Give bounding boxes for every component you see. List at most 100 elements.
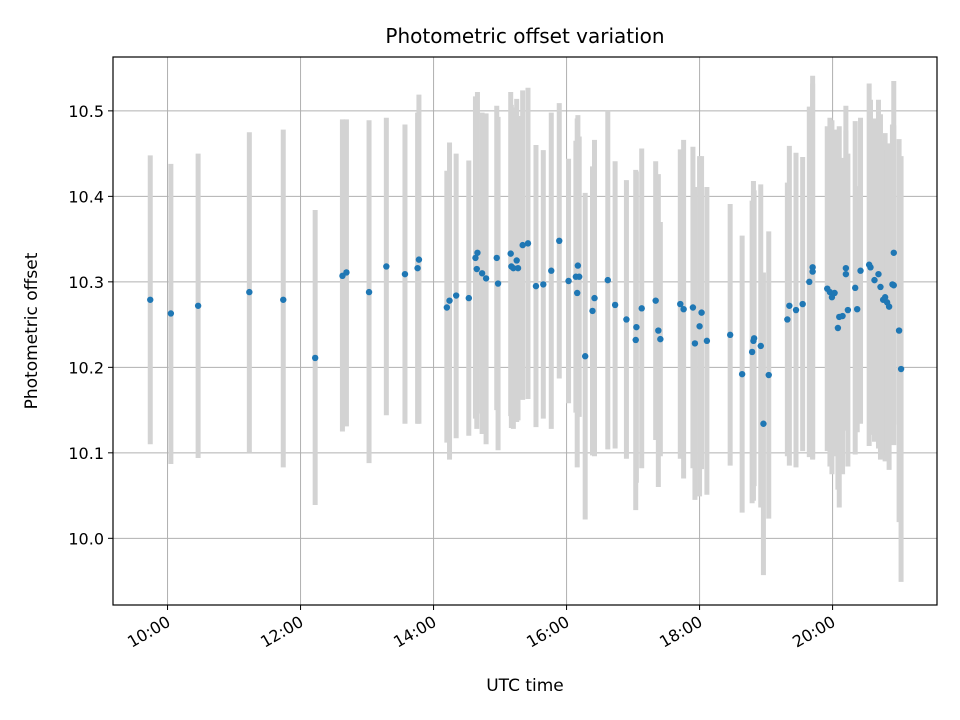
data-point [581, 353, 589, 360]
data-point [875, 270, 882, 278]
data-point [591, 294, 598, 302]
data-point [792, 306, 800, 314]
data-point [871, 276, 878, 284]
data-point [548, 267, 555, 274]
data-point [507, 250, 514, 257]
data-point [633, 323, 640, 331]
data-point [311, 354, 319, 362]
data-point [842, 270, 850, 278]
data-point [677, 300, 684, 308]
data-point [532, 282, 540, 290]
data-point [623, 316, 630, 323]
data-point [698, 309, 705, 316]
data-point [757, 342, 764, 350]
data-point [474, 249, 481, 256]
data-point [604, 276, 611, 284]
data-point [784, 316, 791, 323]
data-point [750, 335, 758, 342]
data-point [765, 371, 772, 379]
data-point [343, 269, 350, 276]
data-point [834, 324, 842, 332]
data-point [897, 365, 905, 373]
data-point [748, 348, 756, 356]
data-point [556, 237, 563, 245]
data-point [365, 288, 373, 296]
data-point [895, 327, 903, 334]
data-point [519, 241, 526, 249]
data-point [443, 304, 451, 311]
data-point [839, 312, 846, 320]
data-point [691, 340, 699, 347]
data-point [865, 261, 873, 268]
data-point [786, 302, 793, 309]
data-point [452, 292, 460, 299]
data-point [401, 270, 409, 278]
x-axis-label: UTC time [486, 676, 564, 696]
data-point [726, 331, 734, 339]
data-point [494, 280, 502, 287]
data-point [881, 294, 889, 301]
data-point [890, 249, 897, 256]
data-point [167, 310, 175, 317]
y-tick-label: 10.2 [68, 358, 104, 377]
data-point [806, 278, 813, 286]
y-tick-label: 10.0 [68, 529, 104, 548]
data-point [877, 283, 884, 291]
y-axis-label: Photometric offset [22, 252, 42, 409]
data-point [842, 264, 850, 272]
data-point [760, 420, 767, 427]
data-point [589, 307, 596, 315]
data-point [638, 305, 645, 312]
data-point [510, 264, 517, 272]
data-point [472, 254, 479, 262]
data-point [565, 277, 572, 285]
data-point [383, 263, 390, 270]
data-point [844, 306, 852, 314]
data-point [513, 257, 520, 264]
data-point [703, 337, 711, 345]
data-point [738, 370, 746, 378]
data-point [632, 336, 639, 344]
data-point [246, 288, 253, 296]
data-point [890, 282, 897, 289]
y-tick-label: 10.3 [68, 273, 104, 292]
chart-title: Photometric offset variation [385, 24, 664, 48]
data-point [574, 262, 582, 269]
data-point [652, 297, 659, 304]
data-point [857, 267, 864, 274]
data-point [482, 275, 490, 282]
plot-frame [112, 56, 938, 606]
data-point [657, 335, 664, 343]
data-point [194, 302, 202, 309]
data-point [799, 300, 806, 308]
data-point [853, 305, 861, 313]
data-point [680, 305, 687, 313]
data-point [851, 284, 859, 292]
data-point [446, 297, 453, 304]
data-point [524, 240, 532, 247]
data-point [414, 264, 421, 272]
data-point [473, 265, 480, 273]
y-axis: 10.0 10.1 10.2 10.3 10.4 10.5 [68, 102, 113, 548]
data-point [576, 273, 583, 280]
y-tick-label: 10.1 [68, 444, 104, 463]
data-point [478, 270, 486, 277]
data-point [574, 289, 581, 297]
data-point [809, 268, 816, 275]
data-point [514, 264, 522, 272]
data-point [696, 323, 703, 330]
data-point [611, 301, 619, 309]
data-point [689, 304, 697, 311]
y-tick-label: 10.5 [68, 102, 104, 121]
data-point [415, 256, 423, 263]
data-point [885, 303, 893, 310]
data-point [831, 289, 838, 297]
data-point [655, 327, 662, 334]
data-point [493, 254, 500, 262]
data-point [465, 294, 473, 302]
data-point [147, 296, 154, 303]
data-points [147, 237, 905, 427]
data-point [540, 281, 547, 288]
data-point [280, 296, 287, 303]
